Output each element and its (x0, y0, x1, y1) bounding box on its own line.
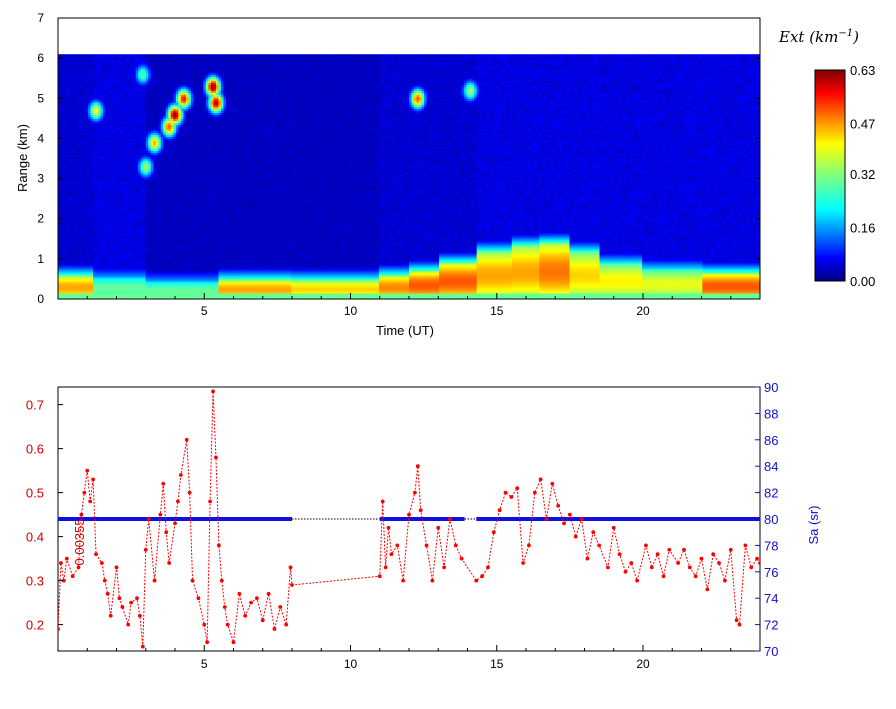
heatmap-cells (58, 18, 761, 300)
